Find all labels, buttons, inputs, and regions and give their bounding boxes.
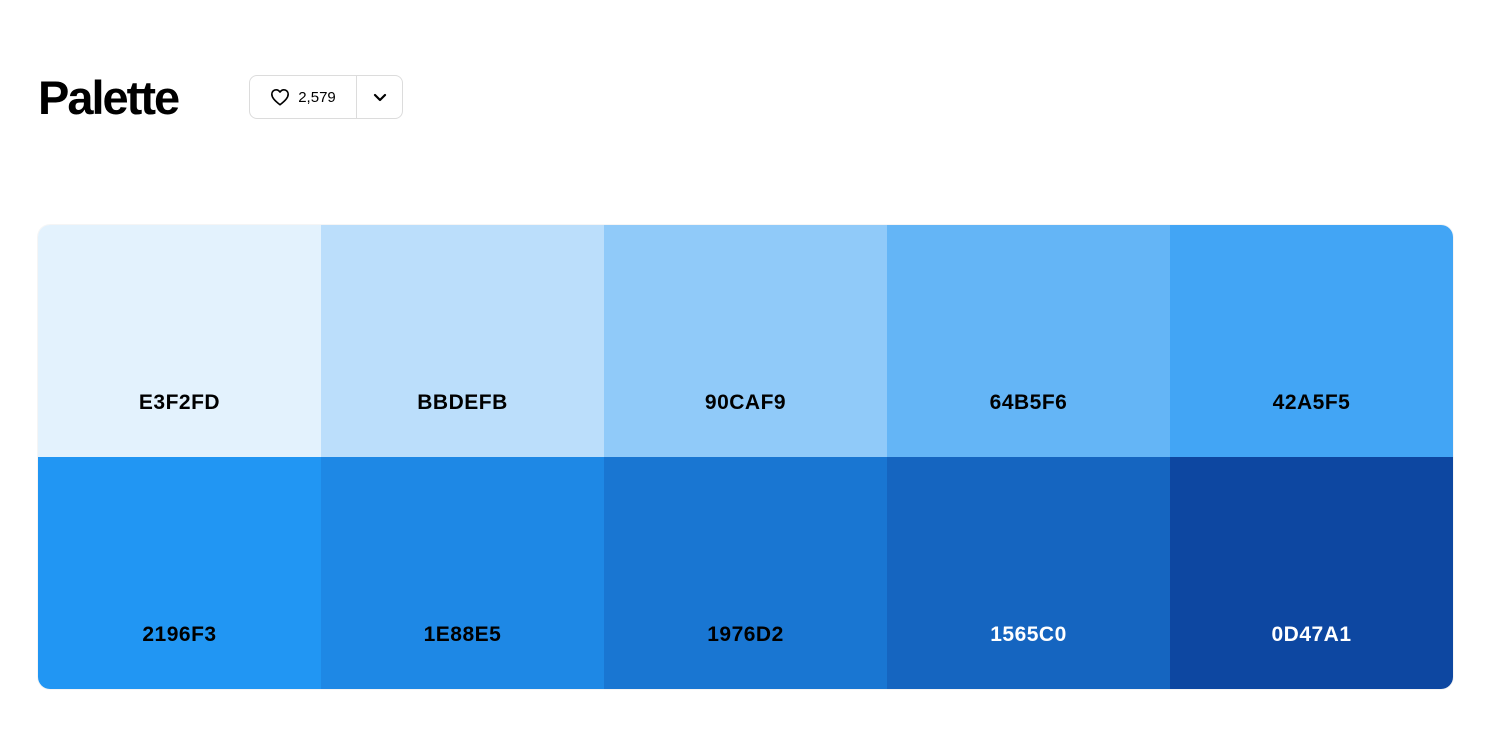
heart-icon <box>270 88 290 106</box>
chevron-down-icon <box>373 93 387 102</box>
swatch-hex-code: 0D47A1 <box>1271 623 1352 646</box>
color-swatch[interactable]: 1565C0 <box>887 457 1170 689</box>
swatch-hex-code: 2196F3 <box>142 623 217 646</box>
swatch-hex-code: E3F2FD <box>138 391 221 414</box>
swatch-hex-code: 1565C0 <box>990 623 1067 646</box>
swatch-hex-code: 1E88E5 <box>423 623 502 646</box>
swatch-hex-code: BBDEFB <box>417 391 508 414</box>
color-swatch[interactable]: 64B5F6 <box>887 225 1170 457</box>
color-swatch[interactable]: 1E88E5 <box>321 457 604 689</box>
page-title: Palette <box>38 71 180 124</box>
palette-grid: E3F2FD BBDEFB 90CAF9 64B5F6 42A5F5 2196F… <box>38 225 1453 689</box>
like-button-group: 2,579 <box>249 75 403 119</box>
swatch-hex-code: 42A5F5 <box>1272 391 1351 414</box>
swatch-hex-code: 64B5F6 <box>989 391 1068 414</box>
color-swatch[interactable]: BBDEFB <box>321 225 604 457</box>
color-swatch[interactable]: 42A5F5 <box>1170 225 1453 457</box>
color-swatch[interactable]: 90CAF9 <box>604 225 887 457</box>
like-count: 2,579 <box>298 88 336 106</box>
color-swatch[interactable]: 1976D2 <box>604 457 887 689</box>
swatch-hex-code: 1976D2 <box>707 623 784 646</box>
like-button[interactable]: 2,579 <box>250 76 357 118</box>
color-swatch[interactable]: 2196F3 <box>38 457 321 689</box>
color-swatch[interactable]: E3F2FD <box>38 225 321 457</box>
swatch-hex-code: 90CAF9 <box>704 391 787 414</box>
dropdown-button[interactable] <box>357 76 402 118</box>
color-swatch[interactable]: 0D47A1 <box>1170 457 1453 689</box>
